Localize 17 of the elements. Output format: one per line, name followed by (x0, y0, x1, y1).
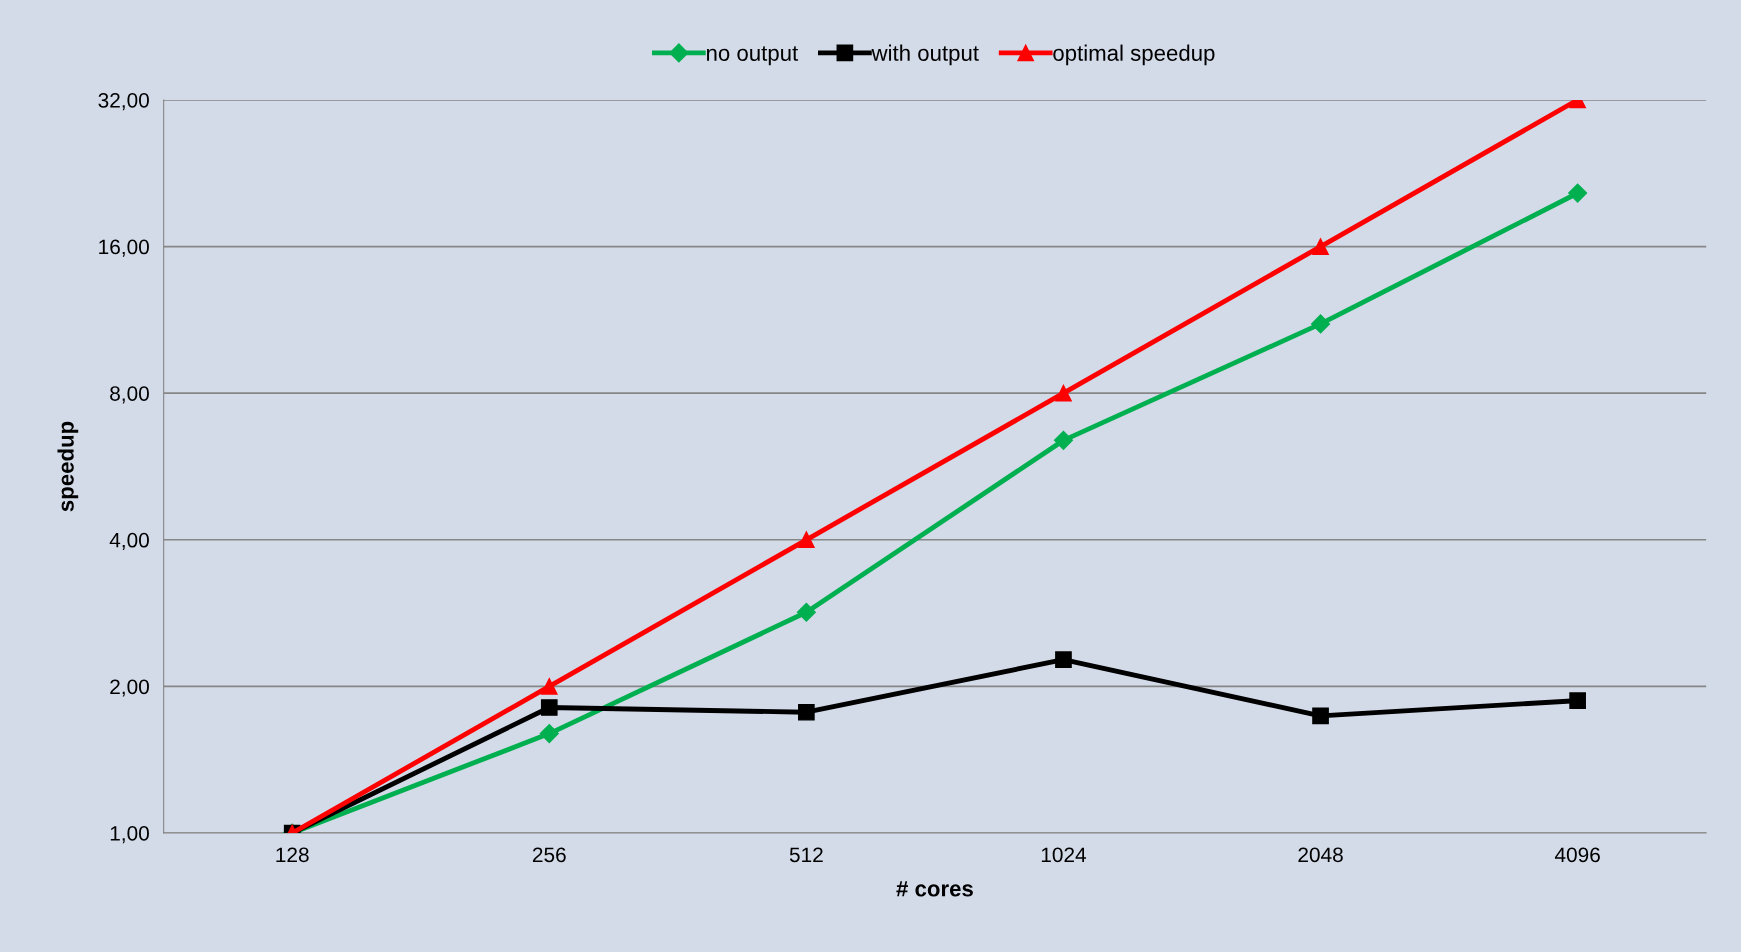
x-axis-title: # cores (896, 881, 973, 897)
x-tick-label: 256 (532, 847, 566, 863)
y-tick-label: 1,00 (110, 826, 149, 844)
y-tick-label: 2,00 (110, 679, 149, 697)
x-tick-label: 512 (789, 847, 823, 863)
x-tick-label: 1024 (1041, 847, 1087, 863)
y-axis-title: speedup (57, 421, 79, 512)
y-tick-label: 4,00 (109, 532, 149, 550)
y-tick-label: 8,00 (110, 386, 149, 404)
legend-label: optimal speedup (1053, 44, 1215, 66)
y-tick-label: 32,00 (98, 92, 149, 111)
x-tick-label: 4096 (1554, 847, 1600, 863)
y-tick-label: 16,00 (99, 239, 149, 257)
legend-label: no output (707, 46, 799, 66)
legend-label: with output (871, 44, 979, 66)
x-tick-label: 128 (276, 847, 309, 863)
x-tick-label: 2048 (1298, 847, 1343, 863)
